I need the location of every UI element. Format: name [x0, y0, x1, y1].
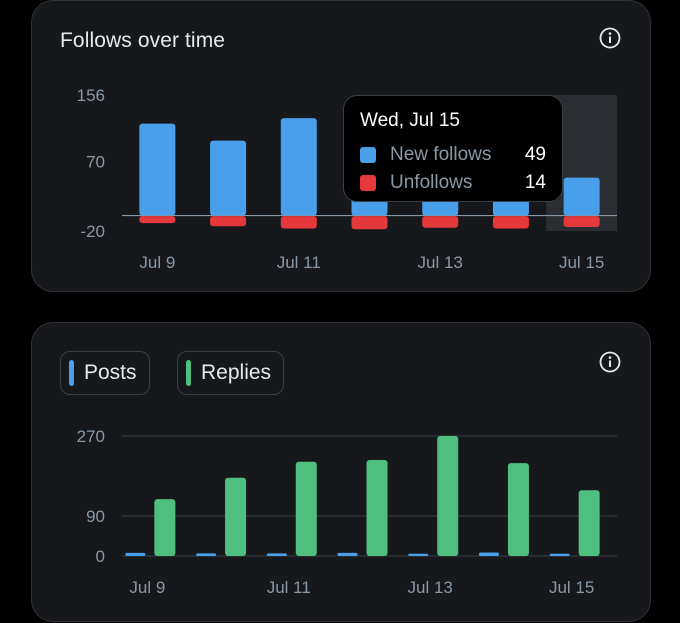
- unfollows-bar[interactable]: [210, 216, 247, 227]
- unfollows-bar[interactable]: [351, 216, 388, 230]
- posts-bar[interactable]: [549, 553, 570, 556]
- chart-tooltip: Wed, Jul 15 New follows 49 Unfollows 14: [343, 95, 563, 202]
- activity-chart: 270 90 0 Jul 9 Jul 11 Jul 13 Jul 15: [77, 427, 617, 597]
- x-tick-label: Jul 15: [559, 253, 604, 272]
- x-tick-label: Jul 9: [129, 578, 165, 597]
- replies-legend-marker: [186, 360, 191, 386]
- replies-bar[interactable]: [154, 499, 176, 556]
- tooltip-value: 14: [524, 172, 546, 193]
- new-follows-bar[interactable]: [210, 140, 247, 216]
- activity-card: Posts Replies 270 90 0 Jul 9 Jul 11 Jul 13 Ju…: [31, 322, 651, 622]
- x-tick-label: Jul 15: [549, 578, 594, 597]
- follows-card: Follows over time 156 70 -20 Jul 9 Jul 11 Ju…: [31, 0, 651, 292]
- posts-bar[interactable]: [266, 553, 287, 556]
- x-tick-label: Jul 11: [277, 253, 321, 272]
- replies-bar[interactable]: [578, 490, 600, 556]
- unfollows-bar[interactable]: [422, 216, 459, 228]
- y-tick-label: 70: [86, 152, 105, 171]
- unfollows-bar[interactable]: [563, 216, 600, 227]
- replies-bar[interactable]: [225, 477, 247, 556]
- follows-card-title: Follows over time: [60, 29, 226, 52]
- tooltip-row-unfollows: Unfollows 14: [360, 169, 546, 197]
- info-icon[interactable]: [599, 27, 621, 49]
- y-tick-label: 156: [77, 86, 105, 105]
- y-tick-label: 270: [77, 427, 105, 446]
- legend-posts-label: Posts: [84, 361, 137, 384]
- replies-bar[interactable]: [295, 461, 317, 556]
- replies-bar[interactable]: [507, 463, 529, 556]
- legend-replies-label: Replies: [201, 361, 272, 384]
- new-follows-bar[interactable]: [139, 123, 176, 216]
- new-follows-bar[interactable]: [563, 177, 600, 216]
- new-follows-bar[interactable]: [280, 118, 317, 216]
- legend-posts-button[interactable]: Posts: [60, 351, 150, 395]
- posts-legend-marker: [69, 360, 74, 386]
- unfollows-swatch: [360, 175, 376, 191]
- x-tick-label: Jul 9: [139, 253, 175, 272]
- posts-bar[interactable]: [408, 553, 429, 556]
- x-tick-label: Jul 13: [418, 253, 463, 272]
- unfollows-bar[interactable]: [492, 216, 529, 229]
- tooltip-label: New follows: [390, 144, 492, 165]
- tooltip-value: 49: [524, 144, 546, 165]
- replies-bar[interactable]: [437, 436, 459, 556]
- new-follows-swatch: [360, 147, 376, 163]
- y-tick-label: 0: [96, 547, 105, 566]
- posts-bar[interactable]: [125, 552, 146, 556]
- legend-replies-button[interactable]: Replies: [177, 351, 285, 395]
- tooltip-row-new-follows: New follows 49: [360, 141, 546, 169]
- y-tick-label: 90: [86, 507, 105, 526]
- posts-bar[interactable]: [337, 552, 358, 556]
- replies-bar[interactable]: [366, 460, 388, 556]
- tooltip-label: Unfollows: [390, 172, 473, 193]
- tooltip-date: Wed, Jul 15: [360, 110, 460, 131]
- unfollows-bar[interactable]: [280, 216, 317, 229]
- posts-bar[interactable]: [478, 552, 499, 556]
- info-icon[interactable]: [599, 351, 621, 373]
- unfollows-bar[interactable]: [139, 216, 176, 224]
- x-tick-label: Jul 13: [408, 578, 453, 597]
- x-tick-label: Jul 11: [267, 578, 311, 597]
- y-tick-label: -20: [80, 222, 105, 241]
- posts-bar[interactable]: [196, 553, 217, 556]
